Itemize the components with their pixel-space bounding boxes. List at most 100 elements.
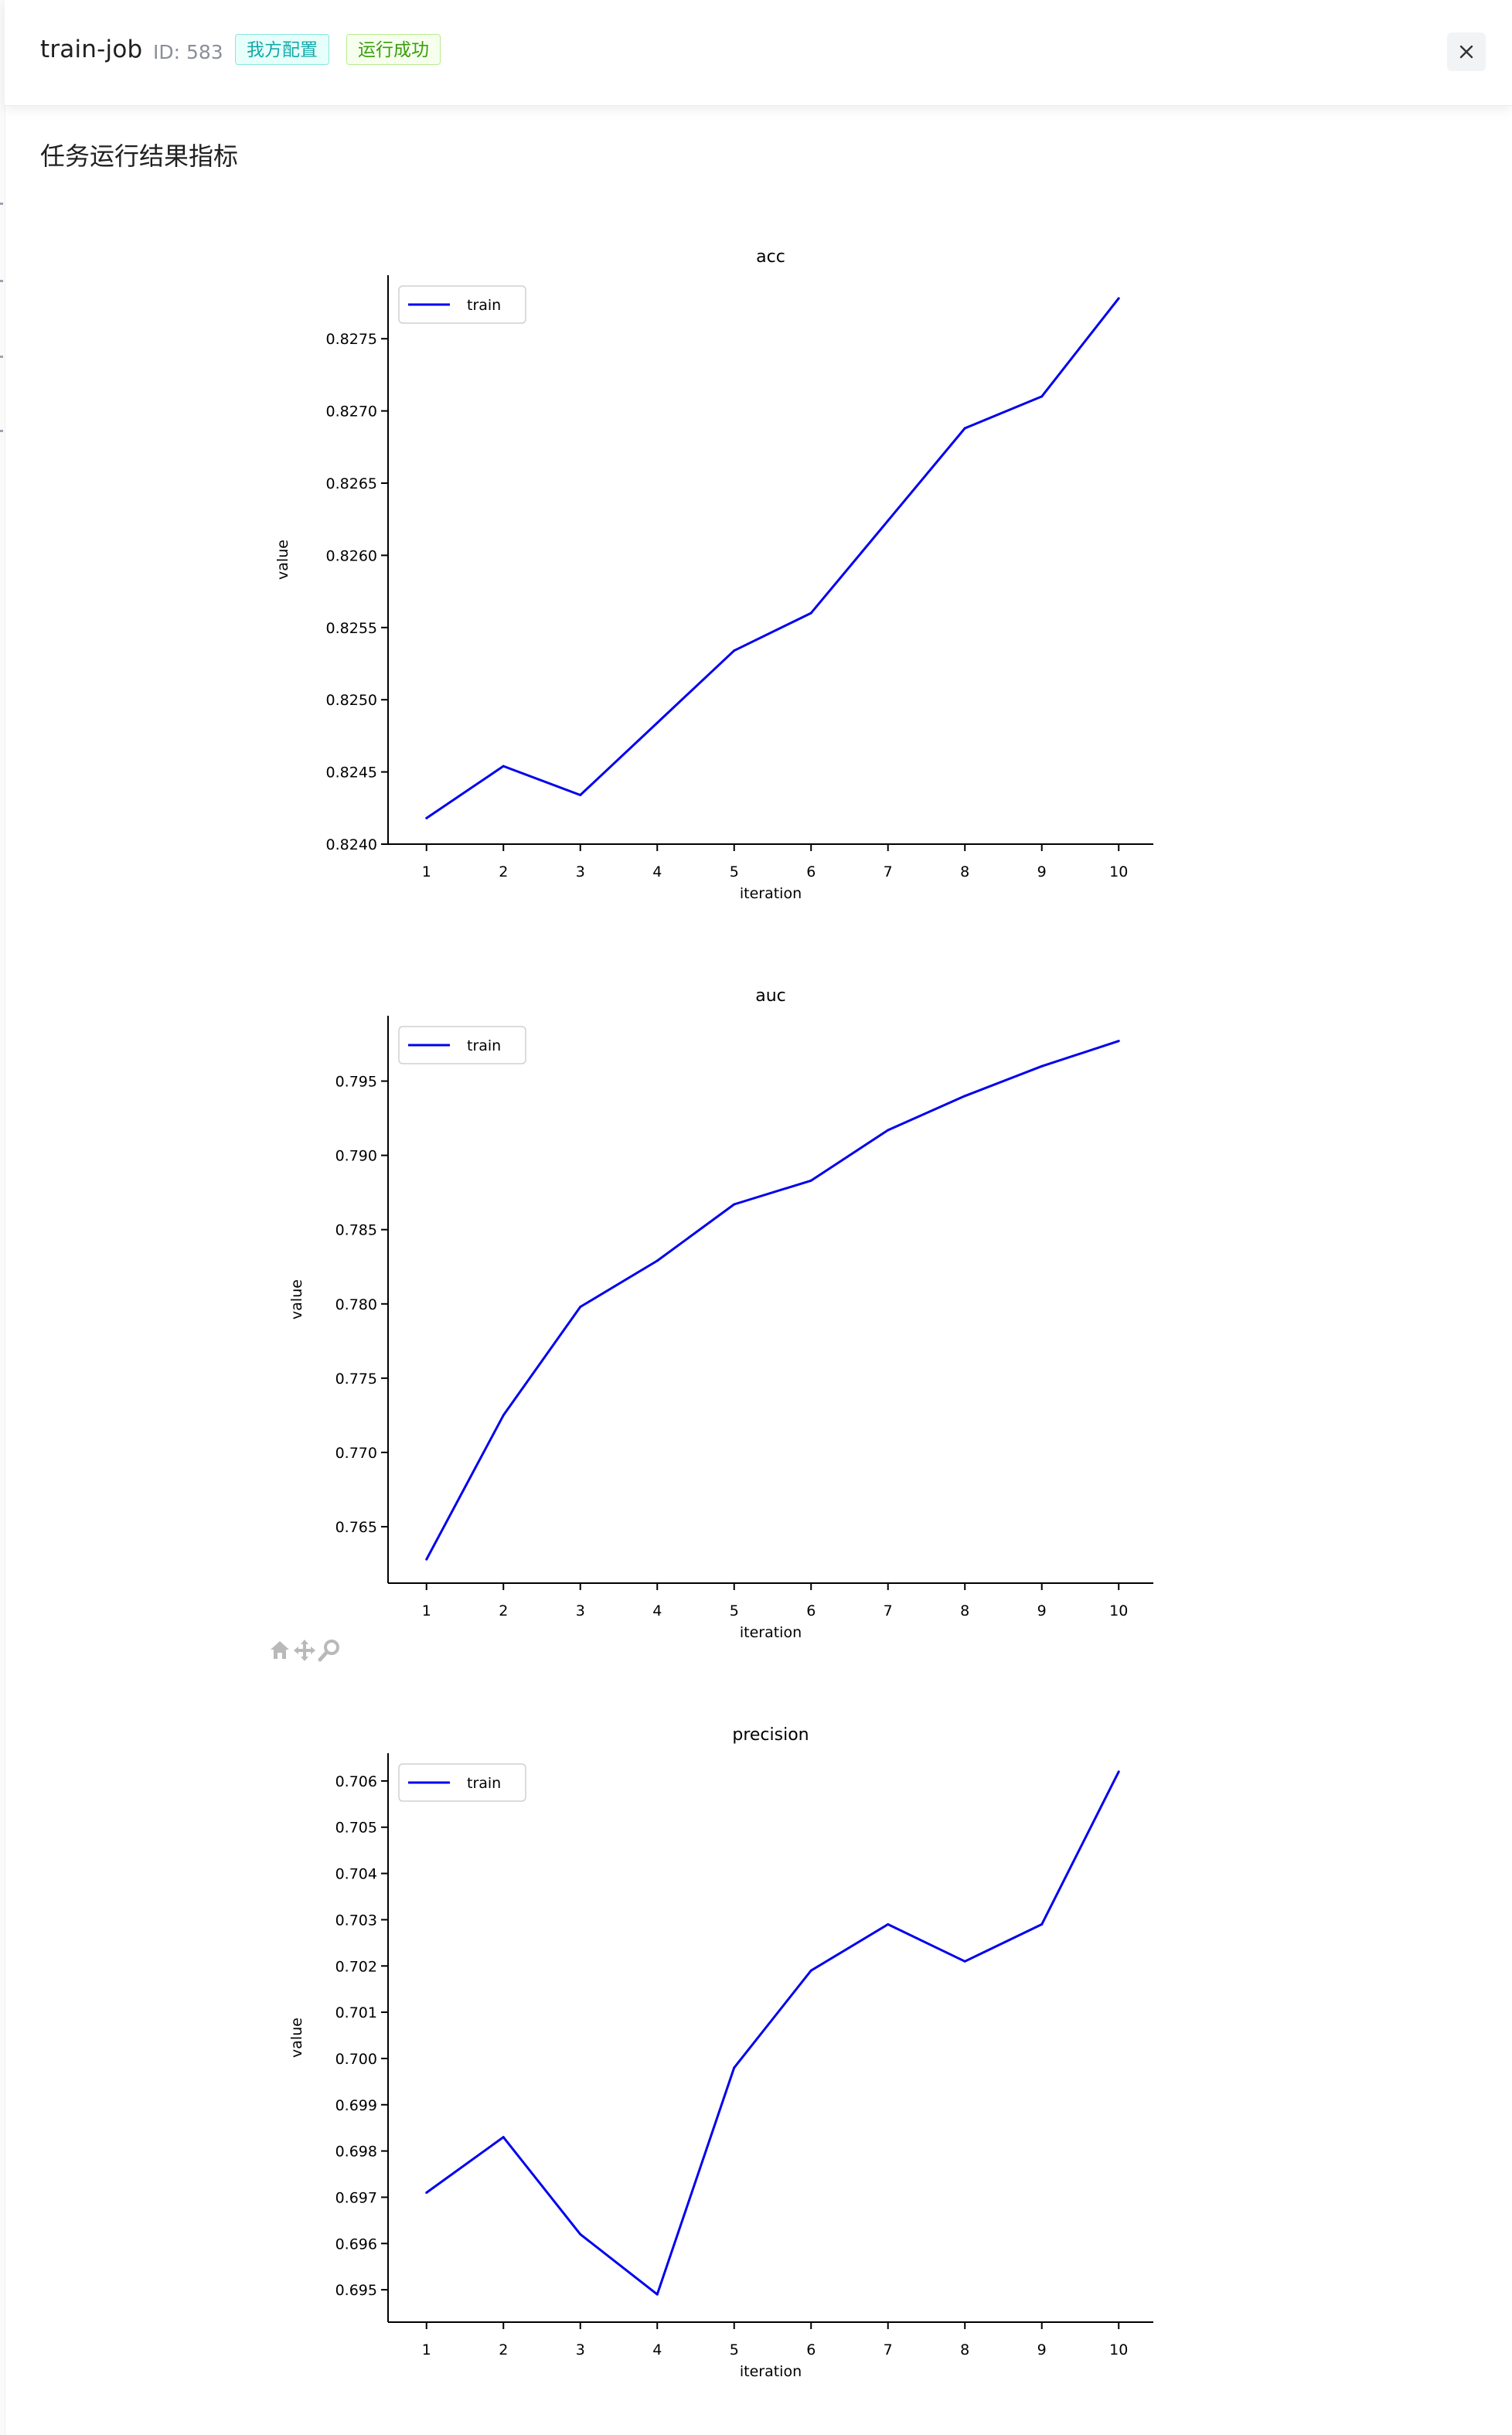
legend-label: train bbox=[467, 1775, 501, 1792]
y-tick-label: 0.765 bbox=[335, 1519, 377, 1536]
y-tick-label: 0.699 bbox=[335, 2097, 377, 2114]
y-tick-label: 0.775 bbox=[335, 1371, 377, 1388]
data-point bbox=[656, 2293, 659, 2296]
edge-mark bbox=[0, 430, 3, 432]
x-tick-label: 5 bbox=[730, 1602, 739, 1619]
edge-mark bbox=[0, 356, 3, 358]
y-tick-label: 0.700 bbox=[335, 2051, 377, 2068]
data-point bbox=[733, 1203, 736, 1206]
x-tick-label: 2 bbox=[499, 1602, 508, 1619]
y-tick-label: 0.770 bbox=[335, 1445, 377, 1462]
y-tick-label: 0.785 bbox=[335, 1222, 377, 1239]
data-point bbox=[656, 721, 659, 724]
y-tick-label: 0.703 bbox=[335, 1912, 377, 1929]
y-tick-label: 0.706 bbox=[335, 1773, 377, 1790]
x-tick-label: 4 bbox=[652, 2341, 662, 2358]
data-point bbox=[1117, 1040, 1120, 1043]
zoom-icon[interactable] bbox=[317, 1637, 342, 1664]
edge-mark bbox=[0, 280, 3, 282]
data-point bbox=[579, 1306, 582, 1309]
left-edge-strip bbox=[0, 0, 5, 2435]
chart-title: acc bbox=[756, 247, 785, 267]
x-tick-label: 3 bbox=[576, 863, 585, 880]
y-tick-label: 0.696 bbox=[335, 2236, 377, 2253]
data-point bbox=[963, 427, 966, 430]
x-axis-label: iteration bbox=[740, 885, 802, 902]
y-axis-label: value bbox=[274, 540, 291, 580]
legend-label: train bbox=[467, 1037, 501, 1054]
y-tick-label: 0.705 bbox=[335, 1820, 377, 1837]
data-point bbox=[502, 2136, 505, 2139]
legend-box bbox=[398, 285, 526, 324]
close-icon bbox=[1459, 45, 1473, 59]
chart-toolbar bbox=[267, 1637, 345, 1664]
x-tick-label: 5 bbox=[730, 2341, 739, 2358]
x-tick-label: 4 bbox=[652, 1602, 662, 1619]
y-tick-label: 0.698 bbox=[335, 2144, 377, 2161]
y-tick-label: 0.8270 bbox=[326, 404, 377, 421]
close-button[interactable] bbox=[1447, 32, 1486, 71]
x-tick-label: 1 bbox=[422, 2341, 431, 2358]
tag-run-status: 运行成功 bbox=[346, 34, 441, 65]
y-tick-label: 0.8245 bbox=[326, 765, 377, 782]
y-tick-label: 0.8240 bbox=[326, 836, 377, 853]
data-point bbox=[809, 1179, 812, 1182]
y-tick-label: 0.704 bbox=[335, 1866, 377, 1883]
job-id: ID: 583 bbox=[153, 41, 223, 63]
data-point bbox=[809, 1969, 812, 1972]
y-tick-label: 0.695 bbox=[335, 2282, 377, 2299]
x-tick-label: 6 bbox=[806, 2341, 816, 2358]
x-tick-label: 10 bbox=[1109, 863, 1128, 880]
x-tick-label: 8 bbox=[960, 2341, 969, 2358]
data-point bbox=[1117, 1770, 1120, 1773]
x-tick-label: 7 bbox=[884, 2341, 893, 2358]
x-axis-label: iteration bbox=[740, 1624, 802, 1641]
data-point bbox=[1040, 1064, 1044, 1068]
x-tick-label: 1 bbox=[422, 863, 431, 880]
legend-label: train bbox=[467, 297, 501, 314]
legend-box bbox=[398, 1763, 526, 1802]
data-point bbox=[425, 816, 428, 819]
x-axis-label: iteration bbox=[740, 2363, 802, 2380]
y-tick-label: 0.702 bbox=[335, 1958, 377, 1975]
home-icon[interactable] bbox=[267, 1637, 292, 1664]
x-tick-label: 9 bbox=[1037, 2341, 1047, 2358]
tag-config-side: 我方配置 bbox=[235, 34, 329, 65]
series-line-train bbox=[425, 1771, 1120, 2296]
edge-mark bbox=[0, 203, 3, 205]
data-point bbox=[1040, 395, 1044, 398]
y-tick-label: 0.701 bbox=[335, 2004, 377, 2021]
series-line-train bbox=[425, 1040, 1119, 1561]
y-tick-label: 0.697 bbox=[335, 2189, 377, 2206]
x-tick-label: 3 bbox=[576, 2341, 585, 2358]
x-tick-label: 9 bbox=[1037, 1602, 1047, 1619]
data-point bbox=[656, 1259, 659, 1262]
data-point bbox=[887, 1922, 890, 1926]
section-title: 任务运行结果指标 bbox=[40, 141, 239, 171]
data-point bbox=[425, 2191, 428, 2194]
y-tick-label: 0.795 bbox=[335, 1074, 377, 1091]
data-point bbox=[579, 793, 582, 796]
x-tick-label: 2 bbox=[499, 2341, 508, 2358]
chart-title: precision bbox=[732, 1725, 809, 1745]
y-tick-label: 0.8255 bbox=[326, 620, 377, 637]
y-tick-label: 0.790 bbox=[335, 1148, 377, 1165]
data-point bbox=[809, 611, 812, 615]
y-axis-label: value bbox=[288, 1279, 305, 1320]
data-point bbox=[887, 519, 890, 523]
data-point bbox=[1040, 1922, 1044, 1926]
move-icon[interactable] bbox=[292, 1637, 317, 1664]
data-point bbox=[887, 1129, 890, 1132]
x-tick-label: 4 bbox=[652, 863, 662, 880]
x-tick-label: 6 bbox=[806, 1602, 816, 1619]
chart-title: auc bbox=[755, 986, 786, 1006]
data-point bbox=[963, 1960, 966, 1963]
x-tick-label: 9 bbox=[1037, 863, 1047, 880]
data-point bbox=[1117, 297, 1120, 300]
data-point bbox=[963, 1095, 966, 1098]
x-tick-label: 3 bbox=[576, 1602, 585, 1619]
x-tick-label: 10 bbox=[1109, 1602, 1128, 1619]
x-tick-label: 5 bbox=[730, 863, 739, 880]
x-tick-label: 7 bbox=[884, 863, 893, 880]
